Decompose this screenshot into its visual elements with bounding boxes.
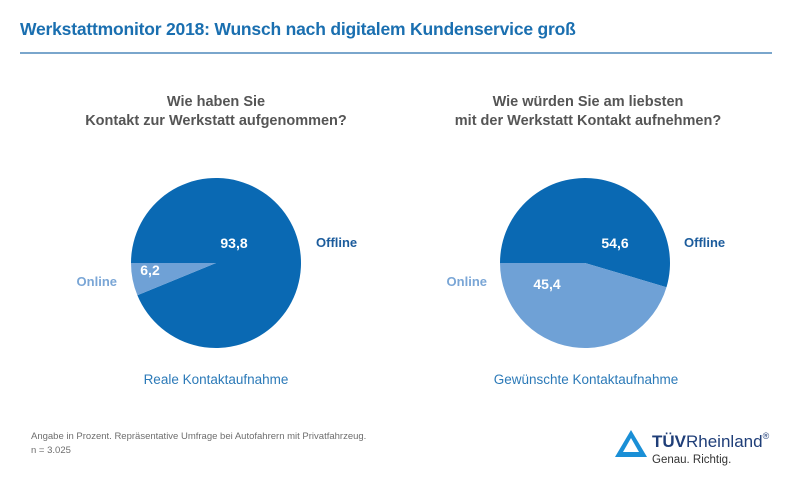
chart-2-title-line-2: mit der Werkstatt Kontakt aufnehmen? xyxy=(454,113,722,129)
pie-chart-desired: 54,6 45,4 Offline Online xyxy=(447,178,725,349)
logo-registered: ® xyxy=(762,431,770,441)
chart-1-title: Wie haben Sie Kontakt zur Werkstatt aufg… xyxy=(36,93,396,131)
pie-slice-online xyxy=(500,263,667,349)
data-label-offline: 54,6 xyxy=(601,235,628,251)
legend-label-online: Online xyxy=(77,274,117,289)
tuv-triangle-icon xyxy=(615,430,647,457)
footnote: Angabe in Prozent. Repräsentative Umfrag… xyxy=(31,430,366,458)
chart-1-title-line-2: Kontakt zur Werkstatt aufgenommen? xyxy=(85,113,347,129)
data-label-online: 6,2 xyxy=(140,262,160,278)
pie-slice-offline xyxy=(500,178,670,288)
title-divider xyxy=(20,52,772,54)
pie-chart-real: 93,8 6,2 Offline Online xyxy=(77,177,357,349)
logo-wordmark: TÜVRheinland® xyxy=(652,431,770,452)
chart-2-caption: Gewünschte Kontaktaufnahme xyxy=(493,372,679,387)
logo-tagline: Genau. Richtig. xyxy=(652,454,732,466)
chart-2-title-line-1: Wie würden Sie am liebsten xyxy=(492,94,684,110)
tuv-logo: TÜVRheinland® Genau. Richtig. xyxy=(612,428,782,473)
chart-1-title-line-1: Wie haben Sie xyxy=(166,94,266,110)
chart-1-caption: Reale Kontaktaufnahme xyxy=(143,372,289,387)
footnote-line-1: Angabe in Prozent. Repräsentative Umfrag… xyxy=(31,431,367,442)
chart-2-title: Wie würden Sie am liebsten mit der Werks… xyxy=(408,93,768,131)
page-title: Werkstattmonitor 2018: Wunsch nach digit… xyxy=(20,19,576,39)
logo-brand-bold: TÜV xyxy=(652,432,686,451)
data-label-offline: 93,8 xyxy=(220,235,247,251)
data-label-online: 45,4 xyxy=(533,276,560,292)
logo-brand-regular: Rheinland xyxy=(686,432,763,451)
pie-slice-online xyxy=(131,263,216,296)
footnote-line-2: n = 3.025 xyxy=(31,445,71,456)
legend-label-offline: Offline xyxy=(316,235,357,250)
legend-label-offline: Offline xyxy=(684,235,725,250)
legend-label-online: Online xyxy=(447,274,487,289)
